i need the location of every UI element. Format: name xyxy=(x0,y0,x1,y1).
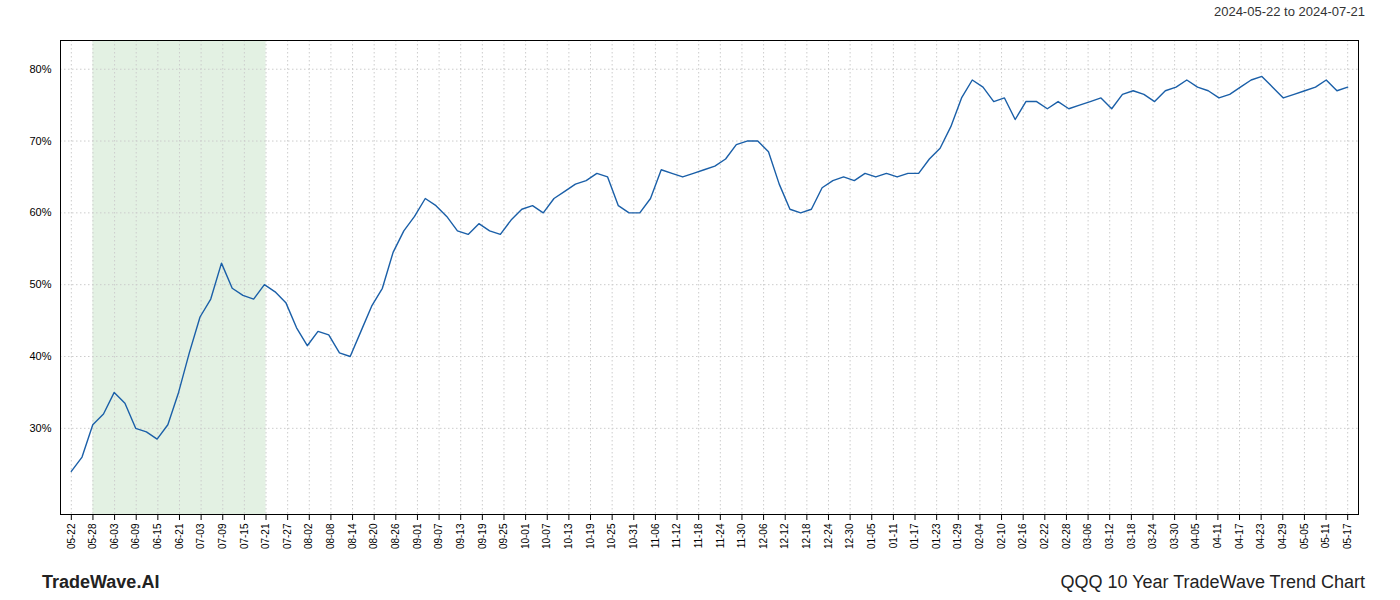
svg-text:02-10: 02-10 xyxy=(996,523,1007,549)
svg-text:40%: 40% xyxy=(29,350,51,362)
svg-text:10-19: 10-19 xyxy=(585,523,596,549)
svg-text:07-15: 07-15 xyxy=(239,523,250,549)
svg-text:12-12: 12-12 xyxy=(779,523,790,549)
svg-text:02-22: 02-22 xyxy=(1039,523,1050,549)
svg-text:04-29: 04-29 xyxy=(1277,523,1288,549)
svg-text:04-23: 04-23 xyxy=(1255,523,1266,549)
svg-text:05-11: 05-11 xyxy=(1320,523,1331,548)
svg-text:12-06: 12-06 xyxy=(758,523,769,549)
svg-text:01-05: 01-05 xyxy=(866,523,877,549)
svg-text:04-05: 04-05 xyxy=(1190,523,1201,549)
svg-text:01-29: 01-29 xyxy=(952,523,963,549)
svg-text:10-31: 10-31 xyxy=(628,523,639,549)
svg-text:03-30: 03-30 xyxy=(1169,523,1180,549)
svg-text:10-13: 10-13 xyxy=(563,523,574,549)
html-text:QQQ 10 Year TradeWave Trend Ch: QQQ 10 Year TradeWave Trend Chart xyxy=(1060,571,1365,592)
svg-text:80%: 80% xyxy=(29,63,51,75)
svg-text:08-20: 08-20 xyxy=(368,523,379,549)
svg-text:01-17: 01-17 xyxy=(909,523,920,549)
svg-text:08-08: 08-08 xyxy=(325,523,336,549)
svg-text:11-18: 11-18 xyxy=(693,523,704,548)
html-text:2024-05-22 to 2024-07-21: 2024-05-22 to 2024-07-21 xyxy=(1213,4,1365,19)
svg-text:11-12: 11-12 xyxy=(671,523,682,548)
svg-text:09-13: 09-13 xyxy=(455,523,466,549)
svg-text:12-24: 12-24 xyxy=(823,523,834,549)
svg-text:10-25: 10-25 xyxy=(606,523,617,549)
svg-text:03-18: 03-18 xyxy=(1126,523,1137,549)
svg-text:50%: 50% xyxy=(29,278,51,290)
svg-text:05-28: 05-28 xyxy=(87,523,98,549)
svg-text:08-14: 08-14 xyxy=(347,523,358,549)
svg-text:08-26: 08-26 xyxy=(390,523,401,549)
svg-text:01-23: 01-23 xyxy=(931,523,942,549)
svg-text:05-22: 05-22 xyxy=(66,523,77,549)
svg-text:03-06: 03-06 xyxy=(1082,523,1093,549)
svg-text:11-30: 11-30 xyxy=(736,523,747,548)
svg-text:08-02: 08-02 xyxy=(303,523,314,549)
svg-text:09-07: 09-07 xyxy=(433,523,444,549)
svg-text:05-17: 05-17 xyxy=(1342,523,1353,549)
svg-text:05-05: 05-05 xyxy=(1299,523,1310,549)
svg-text:02-28: 02-28 xyxy=(1061,523,1072,549)
svg-text:10-01: 10-01 xyxy=(520,523,531,549)
svg-text:06-21: 06-21 xyxy=(174,523,185,549)
svg-text:70%: 70% xyxy=(29,135,51,147)
svg-text:04-17: 04-17 xyxy=(1234,523,1245,549)
svg-text:07-03: 07-03 xyxy=(195,523,206,549)
svg-text:30%: 30% xyxy=(29,422,51,434)
svg-text:06-03: 06-03 xyxy=(109,523,120,549)
svg-text:09-25: 09-25 xyxy=(498,523,509,549)
svg-text:04-11: 04-11 xyxy=(1212,523,1223,548)
svg-text:06-09: 06-09 xyxy=(130,523,141,549)
svg-text:12-18: 12-18 xyxy=(801,523,812,549)
svg-text:07-21: 07-21 xyxy=(260,523,271,549)
svg-text:07-27: 07-27 xyxy=(282,523,293,549)
svg-text:60%: 60% xyxy=(29,206,51,218)
svg-text:02-04: 02-04 xyxy=(974,523,985,549)
svg-text:09-19: 09-19 xyxy=(477,523,488,549)
svg-text:03-24: 03-24 xyxy=(1147,523,1158,549)
svg-text:09-01: 09-01 xyxy=(412,523,423,549)
svg-text:12-30: 12-30 xyxy=(844,523,855,549)
svg-text:10-07: 10-07 xyxy=(541,523,552,549)
svg-text:11-06: 11-06 xyxy=(650,523,661,548)
svg-text:07-09: 07-09 xyxy=(217,523,228,549)
svg-text:06-15: 06-15 xyxy=(152,523,163,549)
html-text:TradeWave.AI: TradeWave.AI xyxy=(42,571,160,592)
svg-text:02-16: 02-16 xyxy=(1017,523,1028,549)
svg-text:11-24: 11-24 xyxy=(715,523,726,548)
svg-text:03-12: 03-12 xyxy=(1104,523,1115,549)
svg-text:01-11: 01-11 xyxy=(888,523,899,548)
